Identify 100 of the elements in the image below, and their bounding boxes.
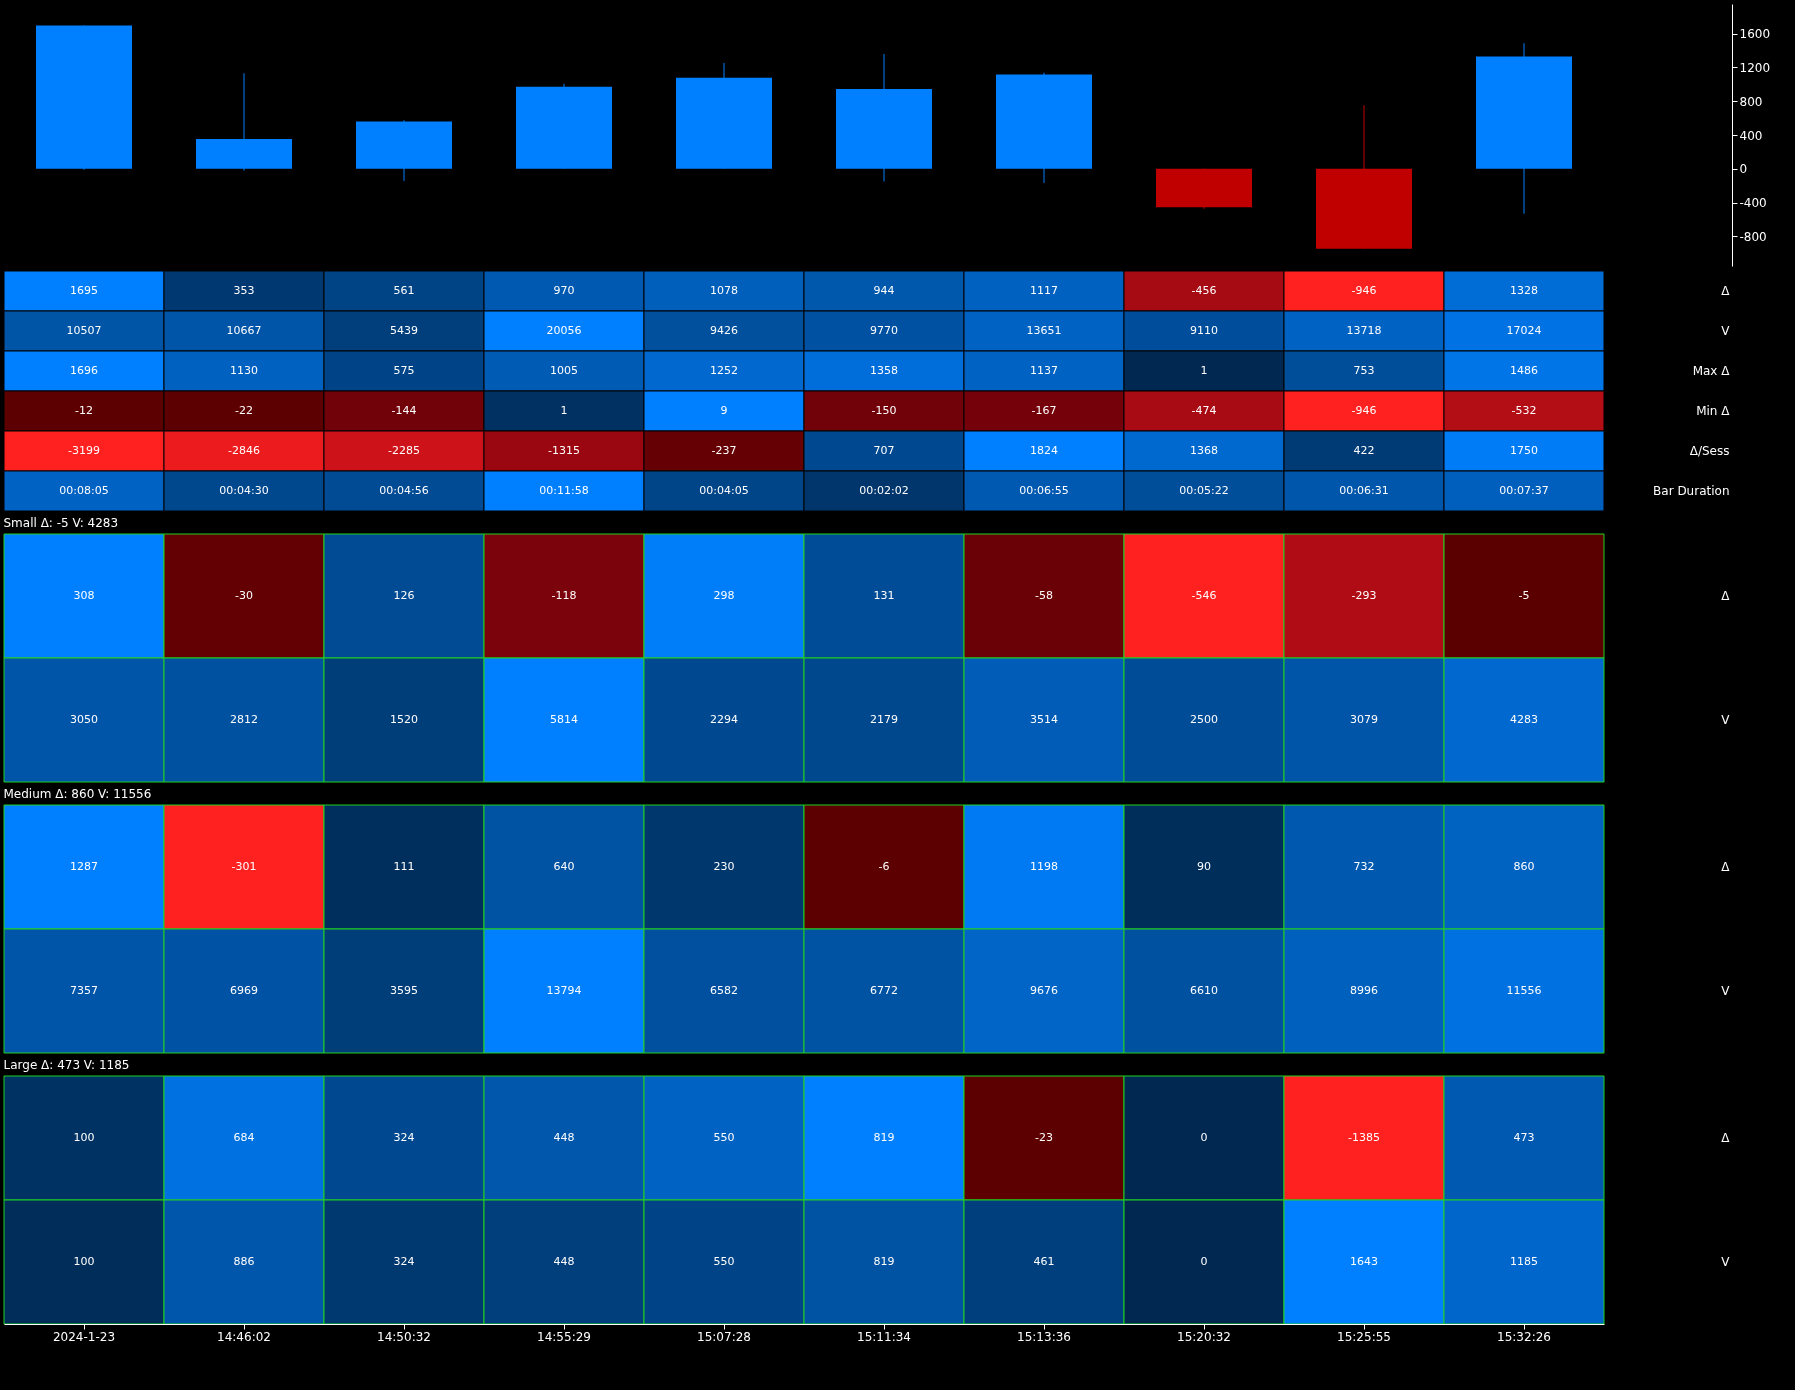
data-label: 561 — [393, 284, 415, 297]
data-label: -237 — [711, 444, 737, 457]
data-label: 1358 — [870, 364, 898, 377]
chart-title: Medium Δ: 860 V: 11556 — [3, 786, 152, 801]
data-label: 684 — [233, 1131, 255, 1144]
data-label: 640 — [553, 860, 575, 873]
y-tick-label: 0 — [1739, 162, 1748, 177]
data-label: 1750 — [1510, 444, 1538, 457]
y-tick-label: Δ — [1721, 589, 1731, 603]
data-label: 3514 — [1030, 713, 1058, 726]
data-label: 11556 — [1506, 984, 1542, 997]
data-label: 00:02:02 — [859, 484, 909, 497]
data-label: 1130 — [230, 364, 258, 377]
data-label: 324 — [393, 1131, 415, 1144]
data-label: 448 — [553, 1131, 575, 1144]
data-label: 473 — [1513, 1131, 1535, 1144]
data-label: -5 — [1518, 589, 1530, 602]
data-label: 2294 — [710, 713, 738, 726]
data-label: -1315 — [548, 444, 580, 457]
data-label: 13651 — [1026, 324, 1062, 337]
data-label: -474 — [1191, 404, 1217, 417]
data-label: 1117 — [1030, 284, 1058, 297]
data-label: 230 — [713, 860, 735, 873]
data-label: 9676 — [1030, 984, 1058, 997]
data-label: -22 — [235, 404, 253, 417]
data-label: -144 — [391, 404, 417, 417]
data-label: 0 — [1200, 1255, 1208, 1268]
data-label: 550 — [713, 1255, 735, 1268]
y-tick-label: 800 — [1739, 94, 1763, 109]
y-tick-label: 400 — [1739, 128, 1763, 143]
y-tick-label: V — [1721, 1255, 1731, 1269]
y-tick-label: Δ — [1721, 860, 1731, 874]
data-label: 1368 — [1190, 444, 1218, 457]
data-label: 1328 — [1510, 284, 1538, 297]
data-label: 324 — [393, 1255, 415, 1268]
x-tick-label: 15:13:36 — [1017, 1329, 1071, 1344]
data-label: 5814 — [550, 713, 578, 726]
data-label: -150 — [871, 404, 897, 417]
data-label: 126 — [393, 589, 415, 602]
data-label: 1185 — [1510, 1255, 1538, 1268]
data-label: 753 — [1353, 364, 1375, 377]
data-label: 00:11:58 — [539, 484, 589, 497]
data-label: 100 — [73, 1255, 95, 1268]
data-label: 1520 — [390, 713, 418, 726]
data-label: 4283 — [1510, 713, 1538, 726]
data-label: 1486 — [1510, 364, 1538, 377]
y-tick-label: V — [1721, 713, 1731, 727]
data-label: -532 — [1511, 404, 1537, 417]
data-label: 1252 — [710, 364, 738, 377]
data-label: 8996 — [1350, 984, 1378, 997]
data-label: -23 — [1035, 1131, 1053, 1144]
data-label: 3050 — [70, 713, 98, 726]
data-label: 819 — [873, 1255, 895, 1268]
data-label: -3199 — [68, 444, 100, 457]
data-label: 100 — [73, 1131, 95, 1144]
data-label: -118 — [551, 589, 577, 602]
data-label: 10667 — [226, 324, 262, 337]
data-label: 9426 — [710, 324, 738, 337]
data-label: 2500 — [1190, 713, 1218, 726]
data-label: 6582 — [710, 984, 738, 997]
data-label: 1198 — [1030, 860, 1058, 873]
data-label: 9110 — [1190, 324, 1218, 337]
data-label: -30 — [235, 589, 253, 602]
data-label: 00:06:55 — [1019, 484, 1069, 497]
y-tick-label: V — [1721, 984, 1731, 998]
data-label: 6610 — [1190, 984, 1218, 997]
data-label: 00:04:05 — [699, 484, 749, 497]
data-label: 298 — [713, 589, 735, 602]
data-label: 9770 — [870, 324, 898, 337]
data-label: 3595 — [390, 984, 418, 997]
data-label: 970 — [553, 284, 575, 297]
x-tick-label: 15:25:55 — [1337, 1329, 1391, 1344]
data-label: 00:06:31 — [1339, 484, 1389, 497]
data-label: 422 — [1353, 444, 1375, 457]
y-tick-label: Max Δ — [1692, 364, 1731, 378]
y-tick-label: Δ — [1721, 284, 1731, 298]
data-label: 90 — [1197, 860, 1211, 873]
chart-title: Large Δ: 473 V: 1185 — [3, 1057, 130, 1072]
y-tick-label: Min Δ — [1696, 404, 1731, 418]
data-label: 461 — [1033, 1255, 1055, 1268]
x-tick-label: 2024-1-23 — [52, 1329, 116, 1344]
data-label: 00:05:22 — [1179, 484, 1229, 497]
data-label: -456 — [1191, 284, 1217, 297]
data-label: 3079 — [1350, 713, 1378, 726]
data-label: 17024 — [1506, 324, 1542, 337]
data-label: -12 — [75, 404, 93, 417]
data-label: 1 — [1200, 364, 1208, 377]
data-label: 00:04:30 — [219, 484, 269, 497]
y-tick-label: -400 — [1739, 196, 1767, 211]
data-label: -301 — [231, 860, 257, 873]
data-label: 353 — [233, 284, 255, 297]
data-label: 308 — [73, 589, 95, 602]
data-label: 1287 — [70, 860, 98, 873]
data-label: -58 — [1035, 589, 1053, 602]
data-label: 7357 — [70, 984, 98, 997]
data-label: 1 — [560, 404, 568, 417]
y-tick-label: V — [1721, 324, 1731, 338]
data-label: 111 — [393, 860, 415, 873]
data-label: 1005 — [550, 364, 578, 377]
y-tick-label: Δ — [1721, 1131, 1731, 1145]
